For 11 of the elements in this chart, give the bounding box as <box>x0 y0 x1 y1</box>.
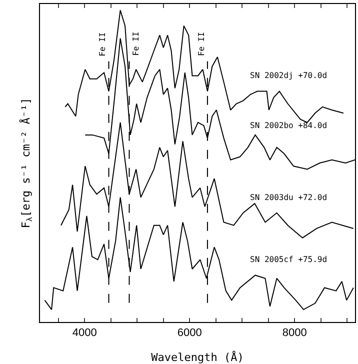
x-tick-label: 4000 <box>72 327 97 340</box>
x-tick-label: 6000 <box>177 327 202 340</box>
ref-line-label: Fe II <box>196 32 206 56</box>
ref-line-label: Fe II <box>98 32 108 56</box>
x-tick-label: 8000 <box>282 327 307 340</box>
series-label: SN 2002dj +70.0d <box>250 71 328 80</box>
ref-line-label: Fe II <box>132 32 141 56</box>
series-label: SN 2002bo +84.0d <box>250 121 328 130</box>
series-label: SN 2005cf +75.9d <box>250 255 328 264</box>
x-axis-title: Wavelength (Å) <box>151 350 244 364</box>
series-label: SN 2003du +72.0d <box>250 193 328 202</box>
